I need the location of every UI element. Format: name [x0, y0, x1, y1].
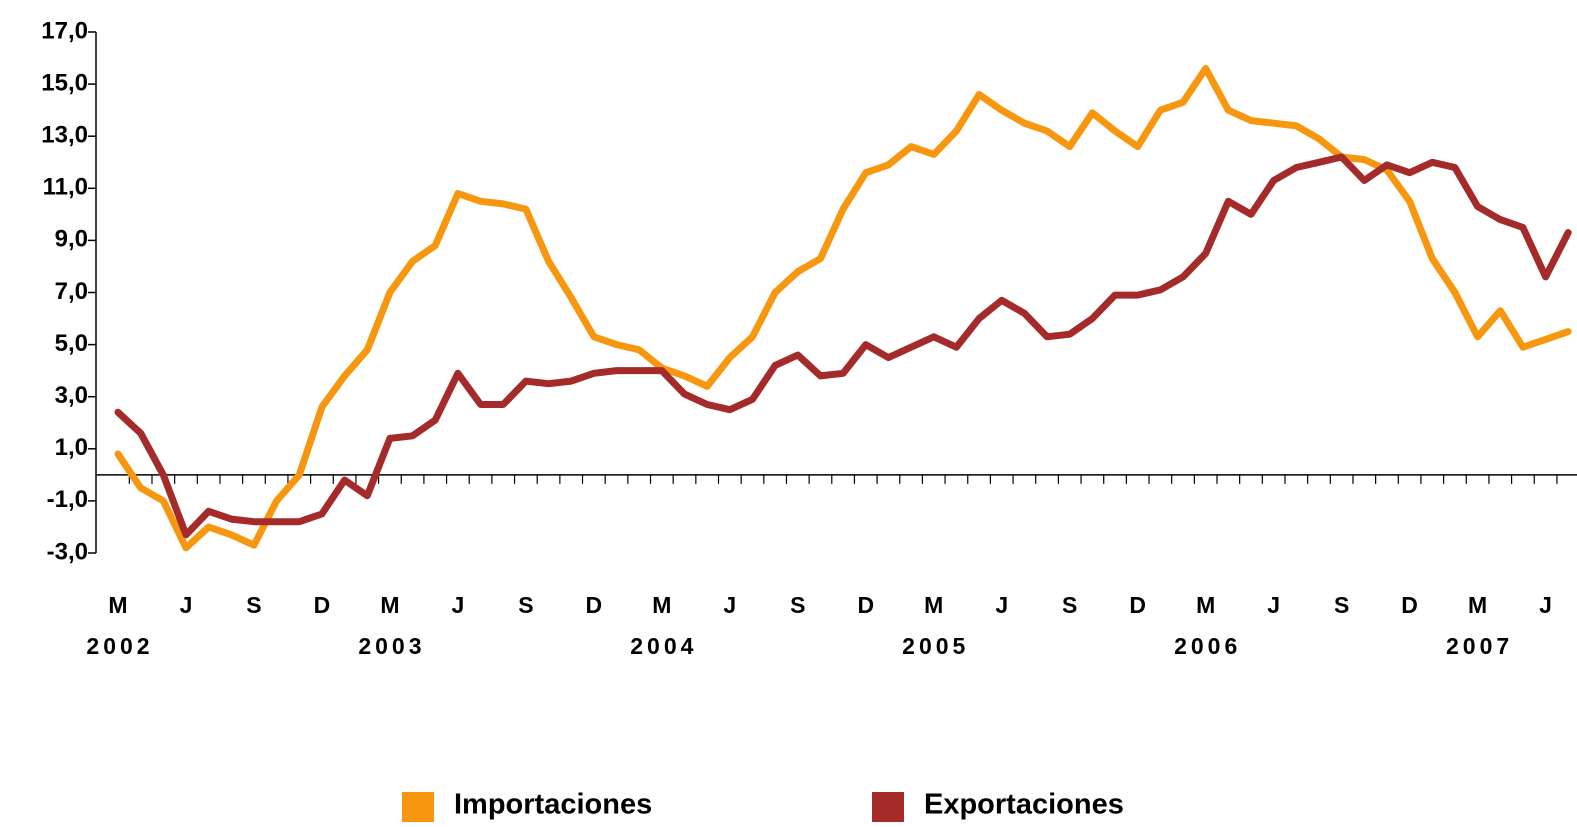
legend-label: Exportaciones [924, 789, 1124, 821]
x-tick-label: M [652, 592, 671, 618]
x-tick-label: D [314, 592, 331, 618]
x-tick-label: M [108, 592, 127, 618]
series-line [114, 153, 1572, 539]
x-tick-label: D [1129, 592, 1146, 618]
legend-label: Importaciones [454, 789, 652, 821]
y-tick-label: 15,0 [41, 69, 88, 96]
x-tick-label: J [995, 592, 1008, 618]
year-label: 2006 [1174, 633, 1241, 659]
x-tick-label: S [1062, 592, 1077, 618]
y-tick-label: 13,0 [41, 122, 88, 149]
y-tick-label: 5,0 [55, 330, 88, 357]
y-tick-label: 17,0 [41, 17, 88, 44]
legend-swatch [402, 792, 434, 822]
x-tick-label: J [1539, 592, 1552, 618]
x-tick-label: M [380, 592, 399, 618]
x-tick-label: M [924, 592, 943, 618]
x-tick-label: J [723, 592, 736, 618]
y-tick-label: -1,0 [47, 486, 88, 513]
year-label: 2002 [86, 633, 153, 659]
year-label: 2004 [630, 633, 697, 659]
x-tick-label: J [452, 592, 465, 618]
year-label: 2005 [902, 633, 969, 659]
x-tick-label: M [1468, 592, 1487, 618]
x-tick-label: M [1196, 592, 1215, 618]
y-tick-label: 9,0 [55, 226, 88, 253]
y-tick-label: 3,0 [55, 382, 88, 409]
x-tick-label: S [518, 592, 533, 618]
y-tick-label: 7,0 [55, 278, 88, 305]
x-tick-label: D [857, 592, 874, 618]
year-label: 2007 [1446, 633, 1513, 659]
series-line [114, 65, 1572, 552]
x-tick-label: S [246, 592, 261, 618]
x-tick-label: D [586, 592, 603, 618]
x-tick-label: S [1334, 592, 1349, 618]
x-tick-label: J [180, 592, 193, 618]
x-tick-label: D [1401, 592, 1418, 618]
x-tick-label: J [1267, 592, 1280, 618]
x-tick-label: S [790, 592, 805, 618]
y-tick-label: -3,0 [47, 538, 88, 565]
year-label: 2003 [358, 633, 425, 659]
y-tick-label: 1,0 [55, 434, 88, 461]
y-tick-label: 11,0 [43, 174, 88, 201]
legend-swatch [872, 792, 904, 822]
